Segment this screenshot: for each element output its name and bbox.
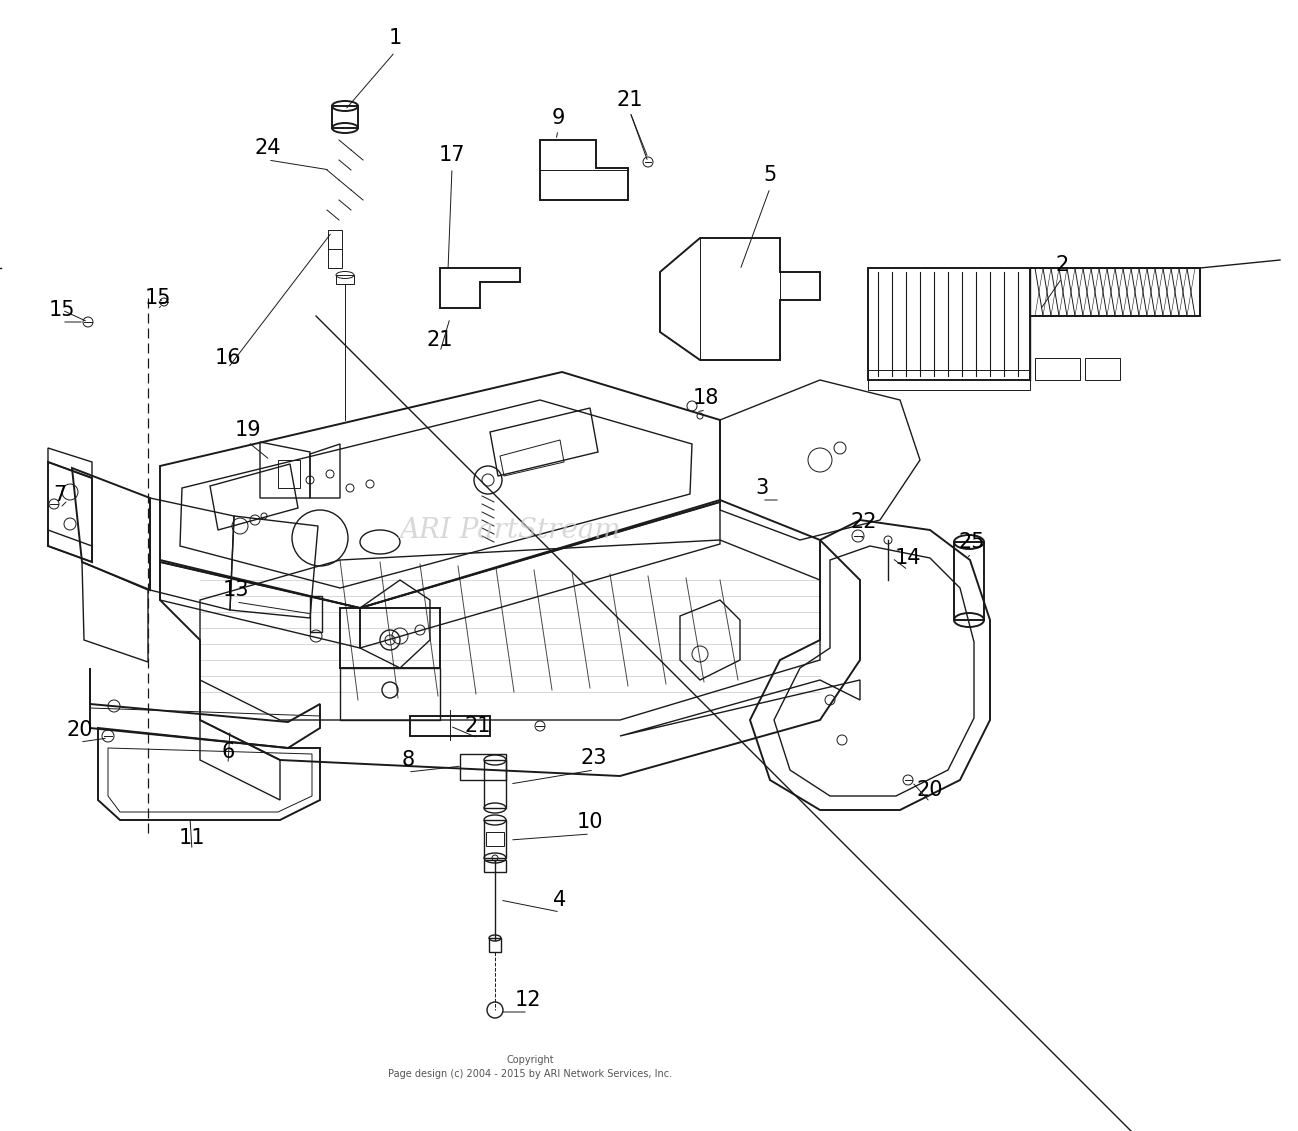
Text: 20: 20	[66, 720, 93, 740]
Text: 9: 9	[552, 107, 565, 128]
Text: 16: 16	[214, 348, 241, 368]
Text: 1: 1	[388, 28, 401, 48]
Text: 2: 2	[1055, 254, 1068, 275]
Text: 23: 23	[580, 748, 607, 768]
Text: 18: 18	[693, 388, 719, 408]
Text: 21: 21	[427, 330, 453, 349]
Text: 4: 4	[553, 890, 567, 910]
Text: 21: 21	[465, 716, 491, 736]
Text: 20: 20	[916, 780, 944, 800]
Text: 8: 8	[401, 750, 414, 770]
Text: 10: 10	[576, 812, 604, 832]
Text: 15: 15	[49, 300, 75, 320]
Text: ARI PartStream: ARI PartStream	[400, 517, 620, 544]
Text: 19: 19	[235, 420, 261, 440]
Text: 15: 15	[145, 288, 171, 308]
Text: 12: 12	[515, 990, 541, 1010]
Text: 6: 6	[222, 742, 235, 762]
Text: 25: 25	[959, 532, 985, 552]
Text: 7: 7	[53, 485, 66, 506]
Text: 5: 5	[763, 165, 776, 185]
Text: 22: 22	[850, 512, 877, 532]
Text: Page design (c) 2004 - 2015 by ARI Network Services, Inc.: Page design (c) 2004 - 2015 by ARI Netwo…	[388, 1069, 672, 1079]
Text: 13: 13	[223, 580, 249, 601]
Text: Copyright: Copyright	[506, 1055, 554, 1065]
Text: 24: 24	[254, 138, 282, 158]
Text: 21: 21	[617, 90, 644, 110]
Text: 17: 17	[439, 145, 465, 165]
Text: 3: 3	[755, 478, 768, 498]
Text: 11: 11	[179, 828, 205, 848]
Text: 14: 14	[894, 549, 922, 568]
